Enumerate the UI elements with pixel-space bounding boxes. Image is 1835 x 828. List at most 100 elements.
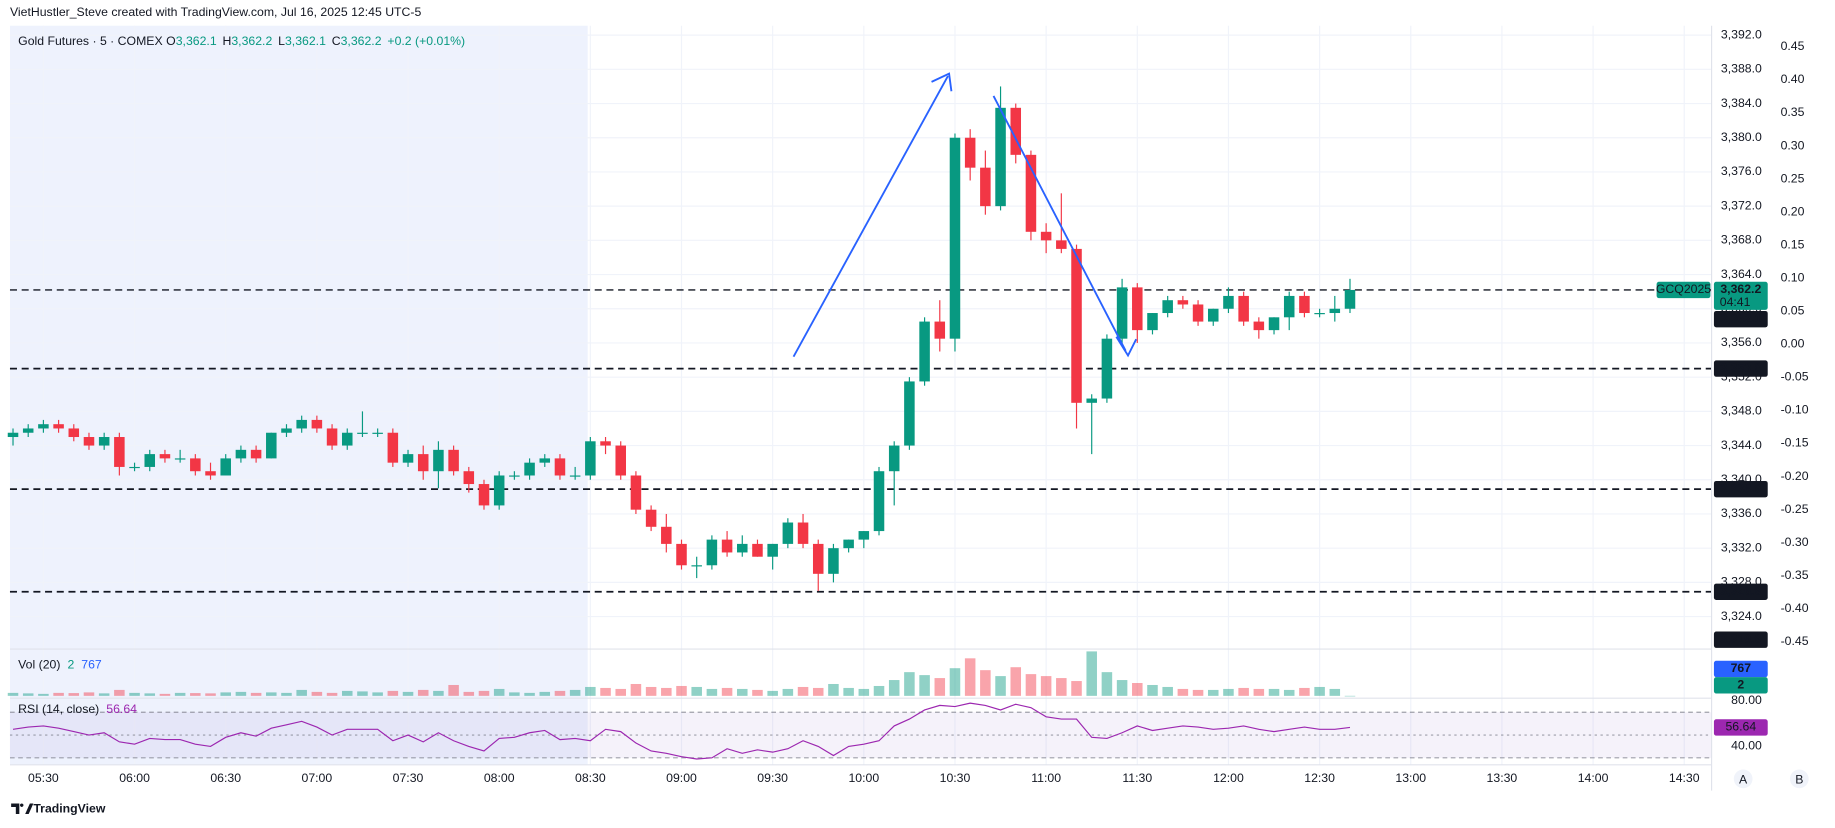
candle-body: [1268, 317, 1280, 331]
volume-bar: [1040, 676, 1052, 696]
level-text: 3,326.9: [1720, 584, 1761, 598]
candle-body: [387, 432, 399, 463]
volume-bar: [1238, 687, 1249, 696]
volume-bar: [1223, 688, 1234, 696]
l-value: 3,362.1: [285, 34, 326, 48]
y-tick-label: 3,384.0: [1721, 96, 1762, 110]
volume-bar: [98, 693, 110, 696]
candle-body: [524, 462, 535, 476]
volume-bar: [38, 693, 49, 696]
volume-bar: [1086, 651, 1097, 696]
candle-body: [53, 424, 64, 429]
candle-body: [767, 543, 778, 557]
volume-bar: [645, 686, 657, 696]
down-arrow: [992, 95, 1127, 352]
volume-bar: [311, 691, 323, 696]
candle-body: [888, 445, 900, 472]
y-tick-label: 3,356.0: [1721, 335, 1762, 349]
button-a-label[interactable]: A: [1739, 772, 1748, 786]
low-box: [1713, 631, 1768, 648]
candle-body: [1025, 154, 1037, 232]
x-tick-label: 11:00: [1031, 771, 1061, 785]
volume-bar: [995, 676, 1006, 696]
h-value: 3,362.2: [231, 34, 272, 48]
c-key: C: [332, 34, 341, 48]
volume-last-box: [1713, 677, 1768, 694]
level-text: 3,338.9: [1720, 481, 1761, 495]
volume-bar: [1162, 686, 1173, 696]
candle-body: [615, 445, 626, 476]
footer-logo: TradingView: [11, 802, 106, 816]
volume-bar: [53, 692, 64, 696]
candle-body: [995, 107, 1006, 207]
volume-bar: [904, 672, 915, 696]
volume-bar: [1177, 688, 1189, 696]
symbol: Gold Futures · 5 · COMEX: [18, 34, 163, 48]
candle-body: [190, 458, 201, 472]
volume-bar: [1101, 672, 1113, 696]
bid-box: [1713, 310, 1768, 328]
candle-body: [539, 458, 551, 463]
volume-bar: [478, 690, 490, 696]
x-tick-label: 11:30: [1122, 771, 1152, 785]
candle-body: [661, 526, 672, 544]
x-tick-label: 08:30: [575, 771, 606, 785]
low-text: 3,319.9: [1720, 632, 1761, 646]
marks: [7, 86, 1712, 760]
volume-bar: [980, 670, 991, 696]
level-box: [1713, 583, 1768, 600]
volume-bar: [22, 693, 34, 696]
volume-bar: [1025, 674, 1037, 696]
button-b-label[interactable]: B: [1795, 772, 1803, 786]
rsi-last: 56.64: [106, 702, 137, 716]
candle-body: [585, 441, 596, 476]
volume-bar: [782, 688, 794, 696]
candle-body: [296, 419, 307, 429]
candle-body: [174, 458, 186, 460]
volume-bar: [326, 692, 338, 696]
volume-bar: [7, 692, 19, 696]
rsi-line: [12, 702, 1351, 760]
y2-tick-label: 0.00: [1781, 337, 1805, 351]
x-tick-label: 13:00: [1395, 771, 1426, 785]
volume-bar: [569, 689, 581, 696]
up-arrow: [792, 75, 949, 358]
volume-bar: [1207, 689, 1219, 696]
header-bar: [0, 0, 1835, 25]
candle-body: [721, 539, 733, 553]
c-value: 3,362.2: [341, 34, 382, 48]
y2-tick-label: 0.40: [1781, 72, 1805, 86]
volume-bar: [448, 684, 459, 696]
candle-body: [812, 543, 824, 574]
candle-body: [1147, 313, 1158, 331]
bid-text: 3,362.1: [1720, 311, 1761, 325]
volume-bar: [858, 688, 870, 696]
candle-body: [68, 428, 80, 438]
button-b[interactable]: [1789, 769, 1809, 789]
button-a[interactable]: [1733, 769, 1753, 789]
annotation-arrows: [792, 72, 1138, 358]
candle-body: [266, 432, 277, 459]
volume-bar: [1147, 684, 1158, 696]
volume-bar: [266, 692, 277, 696]
candle-body: [904, 381, 915, 446]
x-tick-label: 06:30: [210, 771, 241, 785]
candle-body: [205, 471, 216, 476]
candle-body: [691, 565, 702, 567]
volume-bar: [630, 683, 642, 696]
volume-bar: [1071, 681, 1082, 696]
candle-body: [98, 437, 110, 446]
candle-body: [964, 137, 976, 168]
rsi-tick-label: 80.00: [1731, 693, 1762, 707]
volume-bar: [190, 693, 201, 696]
y-tick-label: 3,368.0: [1721, 233, 1762, 247]
volume-bar: [721, 687, 733, 696]
volume-bar: [220, 692, 231, 696]
y2-tick-label: -0.35: [1781, 568, 1809, 582]
candle-body: [797, 522, 809, 544]
x-tick-label: 12:00: [1213, 771, 1244, 785]
volume-bar: [737, 688, 748, 696]
y2-tick-label: 0.30: [1781, 138, 1805, 152]
candle-body: [1238, 295, 1249, 322]
volume-bar: [129, 692, 140, 696]
